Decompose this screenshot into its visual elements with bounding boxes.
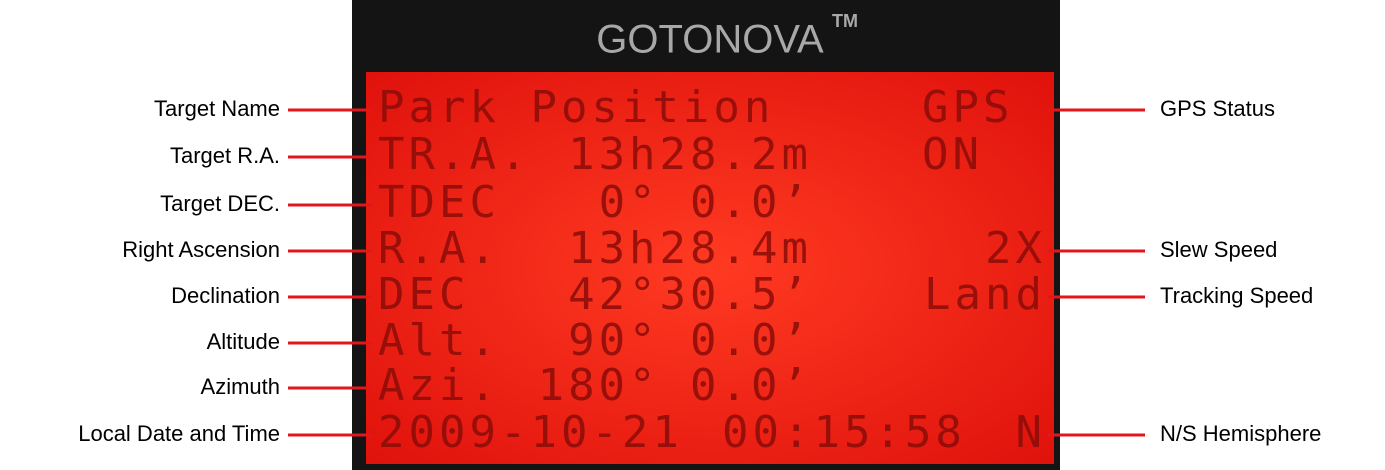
lcd-label: R.A. xyxy=(378,223,500,274)
left-annotation: Local Date and Time xyxy=(78,421,280,446)
lcd-value: 00:15:58 xyxy=(722,407,966,458)
lcd-label: Park Position xyxy=(378,82,774,133)
left-annotation: Target R.A. xyxy=(170,143,280,168)
left-annotation: Altitude xyxy=(207,329,280,354)
right-annotation: Tracking Speed xyxy=(1160,283,1313,308)
right-annotation: Slew Speed xyxy=(1160,237,1277,262)
lcd-label: 2009-10-21 xyxy=(378,407,683,458)
lcd-label: TDEC xyxy=(378,177,500,228)
lcd-status: 2X xyxy=(985,223,1046,274)
left-annotation: Right Ascension xyxy=(122,237,280,262)
lcd-value: 42°30.5’ xyxy=(568,269,812,320)
diagram: GOTONOVA TM Park Position GPS Target Name G… xyxy=(0,0,1385,470)
lcd-label: Azi. xyxy=(378,360,500,411)
lcd-value: 180° 0.0’ xyxy=(538,360,812,411)
lcd-status: N xyxy=(1016,407,1047,458)
trademark: TM xyxy=(832,11,858,31)
left-annotation: Target Name xyxy=(154,96,280,121)
left-annotation: Target DEC. xyxy=(160,191,280,216)
lcd-value: 13h28.4m xyxy=(568,223,812,274)
lcd-label: Alt. xyxy=(378,315,500,366)
lcd-status: GPS xyxy=(922,82,1013,133)
lcd-value: 0° 0.0’ xyxy=(599,177,812,228)
right-annotation: N/S Hemisphere xyxy=(1160,421,1321,446)
lcd-value: 90° 0.0’ xyxy=(568,315,812,366)
lcd-status: Land xyxy=(924,269,1046,320)
lcd-label: DEC xyxy=(378,269,469,320)
brand-title: GOTONOVA xyxy=(596,18,824,62)
lcd-value: 13h28.2m xyxy=(568,129,812,180)
lcd-status: ON xyxy=(922,129,983,180)
right-annotation: GPS Status xyxy=(1160,96,1275,121)
lcd-label: TR.A. xyxy=(378,129,530,180)
left-annotation: Declination xyxy=(171,283,280,308)
left-annotation: Azimuth xyxy=(201,374,280,399)
